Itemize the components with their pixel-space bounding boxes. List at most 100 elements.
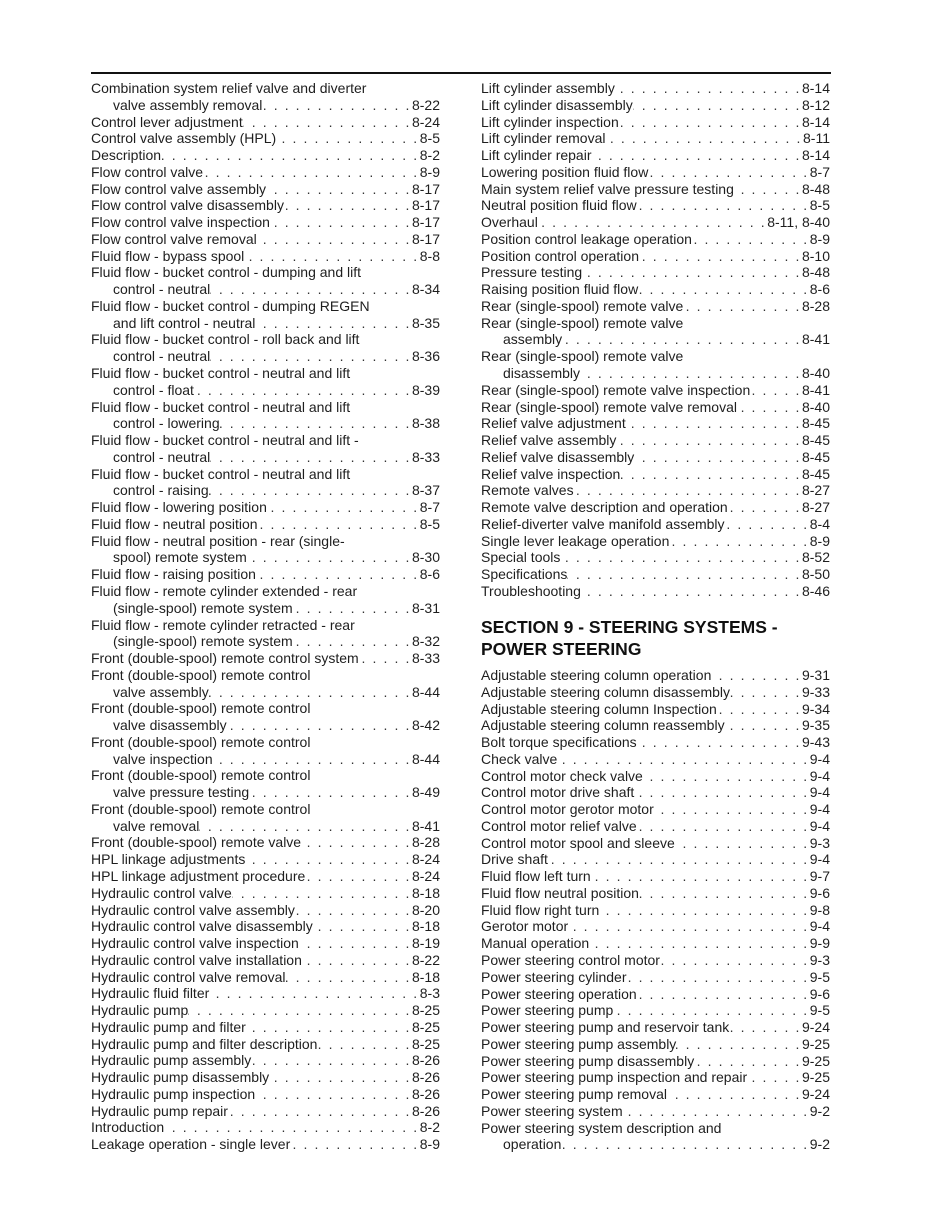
index-entry-text-continued: valve removal	[113, 817, 200, 834]
page-reference: 8-27	[801, 482, 830, 499]
index-entry-line: Fluid flow - remote cylinder extended - …	[91, 583, 440, 600]
index-entry-line: Rear (single-spool) remote valve removal…	[481, 399, 830, 416]
index-entry-text: Power steering pump removal	[481, 1086, 667, 1103]
page-reference: 9-2	[809, 1136, 830, 1153]
index-entry-text: Control lever adjustment	[91, 113, 243, 130]
index-entry-line: Front (double-spool) remote control	[91, 734, 440, 751]
index-entry-text: Power steering control motor	[481, 952, 660, 969]
index-entry: Control motor gerotor motor 9-4	[481, 801, 830, 818]
index-entry-line: Bolt torque specifications 9-43	[481, 734, 830, 751]
page-reference: 8-2	[419, 147, 440, 164]
index-entry: Single lever leakage operation 8-9	[481, 533, 830, 550]
page-reference: 8-14	[801, 147, 830, 164]
index-entry-text: Fluid flow - neutral position - rear (si…	[91, 532, 345, 549]
index-entry-line: Manual operation 9-9	[481, 935, 830, 952]
page-reference: 9-4	[809, 767, 830, 784]
index-entry-text: Fluid flow - bucket control - neutral an…	[91, 465, 351, 482]
page-reference: 9-6	[809, 985, 830, 1002]
index-entry: Hydraulic pump disassembly 8-26	[91, 1069, 440, 1086]
index-entry-text: Fluid flow - bypass spool	[91, 247, 245, 264]
index-entry-text: Fluid flow - bucket control - neutral an…	[91, 398, 351, 415]
index-entry-line: Front (double-spool) remote valve 8-28	[91, 834, 440, 851]
dot-leader	[247, 549, 412, 566]
index-entry-line: Fluid flow - bucket control - dumping RE…	[91, 298, 440, 315]
dot-leader	[199, 818, 412, 835]
dot-leader	[725, 516, 810, 533]
dot-leader	[562, 331, 802, 348]
dot-leader	[750, 382, 802, 399]
index-entry-text: Hydraulic pump inspection	[91, 1085, 256, 1102]
index-entry-text: Check valve	[481, 750, 558, 767]
page-reference: 9-4	[809, 817, 830, 834]
page-reference: 8-37	[411, 482, 440, 499]
page-reference: 8-9	[809, 230, 830, 247]
page-reference: 9-31	[801, 667, 830, 683]
dot-leader	[648, 164, 809, 181]
dot-leader	[161, 147, 420, 164]
index-entry-line: Power steering operation 9-6	[481, 986, 830, 1003]
page-reference: 8-6	[419, 566, 440, 583]
dot-leader	[232, 885, 412, 902]
index-entry-line: Special tools 8-52	[481, 549, 830, 566]
index-entry-text-continued: valve assembly	[113, 683, 209, 700]
index-entry-line: Hydraulic pump and filter description 8-2…	[91, 1036, 440, 1053]
dot-leader	[683, 298, 802, 315]
dot-leader	[249, 784, 412, 801]
index-entry: Front (double-spool) remote control valve…	[91, 667, 440, 701]
index-entry-line: Fluid flow - bucket control - neutral an…	[91, 365, 440, 382]
page-reference: 8-8	[419, 247, 440, 264]
index-entry: Adjustable steering column operation 9-31	[481, 667, 830, 684]
index-entry: Power steering system description and ope…	[481, 1120, 830, 1154]
dot-leader	[210, 281, 412, 298]
index-entry-text: Fluid flow - bucket control - neutral an…	[91, 365, 351, 382]
dot-leader	[228, 1103, 412, 1120]
index-entry: Description 8-2	[91, 147, 440, 164]
index-entry: Adjustable steering column disassembly 9-…	[481, 684, 830, 701]
index-entry: Combination system relief valve and dive…	[91, 80, 440, 114]
index-entry-text-continued: control - neutral	[113, 348, 211, 365]
index-entry-text: Fluid flow left turn	[481, 868, 591, 885]
index-entry-line: Hydraulic control valve 8-18	[91, 885, 440, 902]
index-entry: Lift cylinder repair 8-14	[481, 147, 830, 164]
index-entry-text-continued: control - neutral	[113, 281, 211, 298]
index-entry-line: HPL linkage adjustment procedure 8-24	[91, 868, 440, 885]
index-entry-text: Fluid flow - lowering position	[91, 499, 267, 516]
index-entry: Rear (single-spool) remote valve inspect…	[481, 382, 830, 399]
dot-leader	[301, 834, 412, 851]
index-entry: HPL linkage adjustment procedure 8-24	[91, 868, 440, 885]
dot-leader	[582, 264, 802, 281]
dot-leader	[619, 114, 802, 131]
index-entry-text: Power steering pump disassembly	[481, 1052, 695, 1069]
index-entry-continuation: valve assembly 8-44	[91, 684, 440, 701]
index-entry-text: Adjustable steering column Inspection	[481, 700, 717, 717]
index-entry-text: Adjustable steering column operation	[481, 667, 712, 683]
index-entry: Special tools 8-52	[481, 549, 830, 566]
page-reference: 8-22	[411, 951, 440, 968]
index-entry-text: Remote valves	[481, 482, 574, 499]
index-entry-line: Power steering pump inspection and repai…	[481, 1069, 830, 1086]
index-entry-text: Bolt torque specifications	[481, 734, 637, 751]
index-entry-line: Fluid flow - bucket control - neutral an…	[91, 432, 440, 449]
dot-leader	[747, 1069, 802, 1086]
dot-leader	[591, 868, 810, 885]
index-entry-line: Remote valves 8-27	[481, 482, 830, 499]
page-reference: 9-6	[809, 884, 830, 901]
index-entry-text: Hydraulic pump assembly	[91, 1052, 252, 1069]
index-entry-text: Description	[91, 147, 162, 164]
index-entry-text: Power steering operation	[481, 985, 637, 1002]
index-entry-text: Hydraulic pump and filter	[91, 1018, 246, 1035]
index-entry: Fluid flow - bucket control - neutral an…	[91, 432, 440, 466]
index-entry-text: Relief valve disassembly	[481, 448, 635, 465]
index-entry-text: Fluid flow - remote cylinder extended - …	[91, 582, 358, 599]
index-entry-line: Adjustable steering column reassembly 9-3…	[481, 717, 830, 734]
index-entry-line: Hydraulic pump repair 8-26	[91, 1103, 440, 1120]
page-reference: 9-4	[809, 851, 830, 868]
index-entry: Control motor check valve 9-4	[481, 768, 830, 785]
page-reference: 9-25	[801, 1035, 830, 1052]
page-reference: 8-17	[411, 230, 440, 247]
index-entry-line: Front (double-spool) remote control	[91, 667, 440, 684]
index-entry: Power steering operation 9-6	[481, 986, 830, 1003]
index-entry: Fluid flow - lowering position 8-7	[91, 499, 440, 516]
index-entry-text: Relief valve assembly	[481, 432, 617, 449]
index-entry-line: Flow control valve inspection 8-17	[91, 214, 440, 231]
